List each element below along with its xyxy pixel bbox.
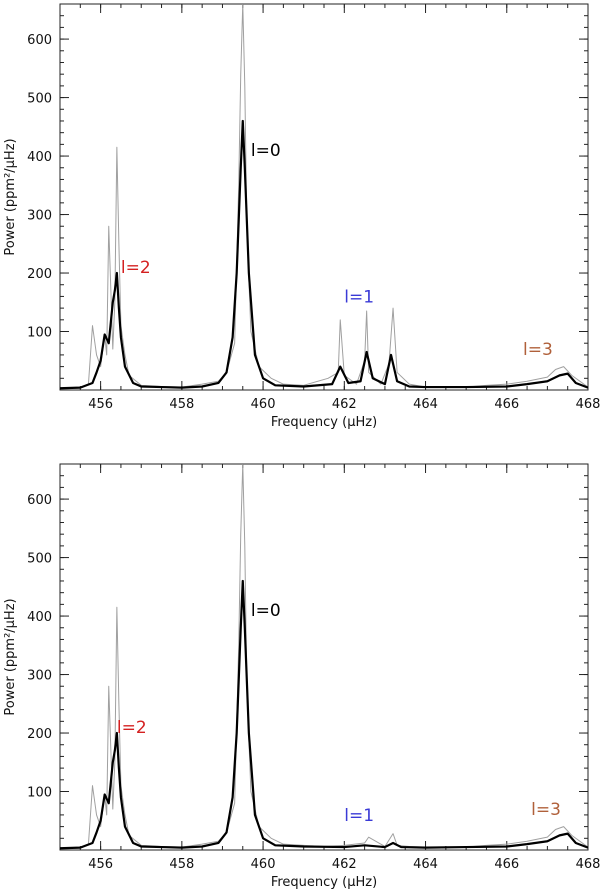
x-tick-label: 462 xyxy=(332,857,357,872)
y-axis-label: Power (ppm²/μHz) xyxy=(3,598,18,715)
series-smoothed-power-line xyxy=(60,119,588,390)
annotation-label: l=0 xyxy=(251,141,281,161)
plot-frame xyxy=(59,463,589,851)
x-tick-label: 464 xyxy=(413,397,438,412)
x-tick-label: 466 xyxy=(494,397,519,412)
x-tick-label: 458 xyxy=(169,857,194,872)
x-tick-label: 460 xyxy=(251,397,276,412)
x-tick-label: 456 xyxy=(88,857,113,872)
annotation-label: l=0 xyxy=(251,601,281,621)
x-tick-label: 464 xyxy=(413,857,438,872)
panel-top: 456 458 460 462 464 466 468 100 200 300 400 500 600 F… xyxy=(3,3,600,430)
panel-bottom: 456 458 460 462 464 466 468 100 200 300 400 500 600 F… xyxy=(3,463,600,890)
x-tick-label: 460 xyxy=(251,857,276,872)
annotation-label: l=2 xyxy=(117,718,147,738)
y-tick-label: 400 xyxy=(27,150,52,165)
plot-frame xyxy=(59,3,589,391)
y-tick-label: 500 xyxy=(27,92,52,107)
series-raw-power-line xyxy=(60,464,588,849)
y-tick-label: 200 xyxy=(27,267,52,282)
y-axis-label: Power (ppm²/μHz) xyxy=(3,138,18,255)
annotation-label: l=2 xyxy=(121,258,151,278)
y-tick-label: 100 xyxy=(27,326,52,341)
y-tick-label: 100 xyxy=(27,786,52,801)
annotation-label: l=1 xyxy=(344,806,374,826)
x-axis-label: Frequency (μHz) xyxy=(271,415,377,430)
y-tick-label: 600 xyxy=(27,493,52,508)
y-tick-label: 300 xyxy=(27,209,52,224)
series-raw-power-line xyxy=(60,4,588,389)
y-tick-label: 500 xyxy=(27,552,52,567)
x-tick-label: 456 xyxy=(88,397,113,412)
x-tick-label: 458 xyxy=(169,397,194,412)
x-tick-label: 468 xyxy=(576,397,600,412)
y-tick-label: 300 xyxy=(27,669,52,684)
annotation-label: l=1 xyxy=(344,287,374,307)
x-tick-label: 468 xyxy=(576,857,600,872)
y-tick-label: 200 xyxy=(27,727,52,742)
x-tick-label: 466 xyxy=(494,857,519,872)
x-axis-label: Frequency (μHz) xyxy=(271,875,377,890)
series-smoothed-power-line xyxy=(60,579,588,850)
y-tick-label: 400 xyxy=(27,610,52,625)
annotation-label: l=3 xyxy=(523,340,553,360)
annotation-label: l=3 xyxy=(531,800,561,820)
x-tick-label: 462 xyxy=(332,397,357,412)
y-tick-label: 600 xyxy=(27,33,52,48)
